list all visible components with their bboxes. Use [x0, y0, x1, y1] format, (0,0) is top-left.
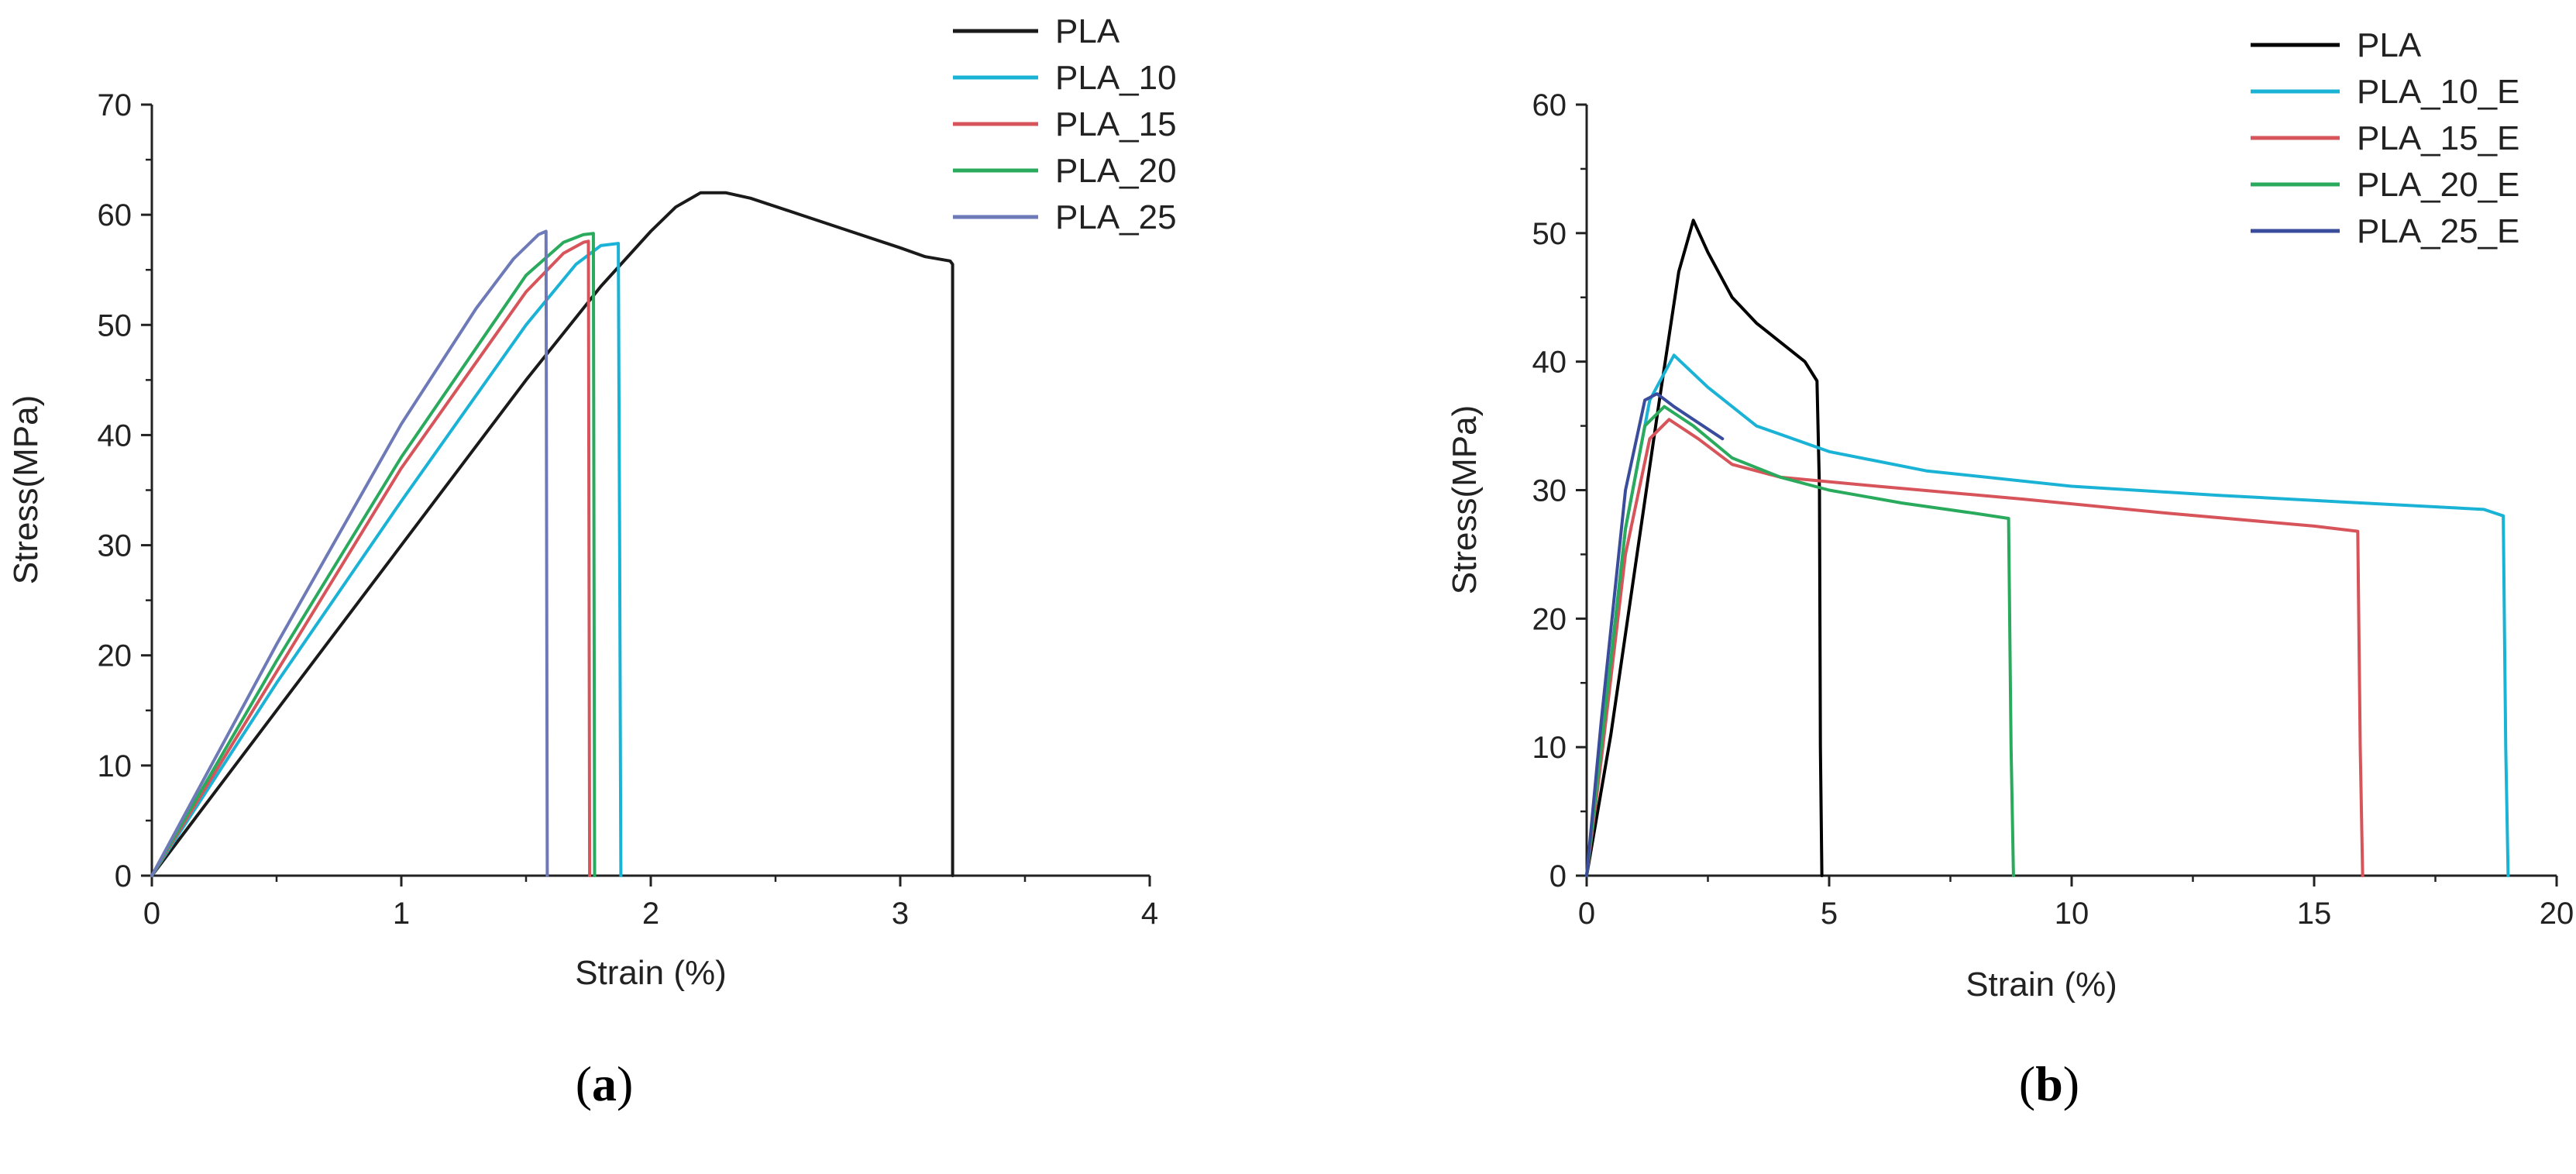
x-tick-label: 2 — [642, 897, 659, 931]
chart-b-axes: 0 10 20 30 40 50 60 0 5 10 15 20 — [1532, 88, 2574, 931]
chart-b-ylabel: Stress(MPa) — [1446, 405, 1484, 594]
chart-a-caption: (a) — [576, 1056, 634, 1111]
x-tick-label: 0 — [1578, 897, 1595, 931]
series-line-pla-25 — [150, 229, 549, 877]
series-line-pla — [150, 191, 954, 877]
y-tick-label: 70 — [98, 88, 132, 122]
x-tick-label: 15 — [2297, 897, 2332, 931]
legend-label: PLA — [1055, 12, 1120, 50]
chart-a-ylabel: Stress(MPa) — [7, 395, 45, 584]
chart-a: 0 10 20 30 40 50 60 70 0 1 2 3 4 PLA PLA_10 PLA_15 PLA_… — [7, 12, 1177, 1111]
legend-label: PLA_15_E — [2357, 119, 2519, 157]
series-line-pla — [1585, 219, 1824, 877]
x-tick-label: 5 — [1821, 897, 1838, 931]
y-tick-label: 50 — [98, 308, 132, 343]
x-tick-label: 1 — [393, 897, 410, 931]
legend-label: PLA — [2357, 26, 2422, 64]
y-tick-label: 10 — [98, 749, 132, 783]
y-tick-label: 30 — [1532, 474, 1567, 508]
legend-label: PLA_10 — [1055, 59, 1177, 97]
series-line-pla-25-e — [1585, 392, 1725, 877]
y-tick-label: 0 — [1549, 859, 1567, 893]
chart-a-series — [150, 191, 954, 877]
chart-b: 0 10 20 30 40 50 60 0 5 10 15 20 PLA PLA_10_E PLA_15_… — [1446, 26, 2574, 1111]
y-tick-label: 10 — [1532, 731, 1567, 765]
y-tick-label: 40 — [98, 418, 132, 453]
legend-label: PLA_20 — [1055, 152, 1177, 190]
y-tick-label: 30 — [98, 529, 132, 563]
legend-label: PLA_10_E — [2357, 73, 2519, 111]
legend-label: PLA_25 — [1055, 198, 1177, 236]
x-tick-label: 4 — [1141, 897, 1158, 931]
chart-b-caption: (b) — [2019, 1056, 2079, 1111]
legend-label: PLA_25_E — [2357, 212, 2519, 250]
x-tick-label: 3 — [892, 897, 909, 931]
series-line-pla-10-e — [1585, 353, 2510, 877]
series-line-pla-15 — [150, 239, 592, 877]
y-tick-label: 60 — [98, 198, 132, 232]
chart-a-legend: PLA PLA_10 PLA_15 PLA_20 PLA_25 — [953, 12, 1177, 236]
chart-b-series — [1585, 219, 2510, 877]
chart-a-xlabel: Strain (%) — [575, 954, 727, 992]
x-tick-label: 0 — [143, 897, 160, 931]
x-tick-label: 20 — [2540, 897, 2574, 931]
y-tick-label: 20 — [1532, 602, 1567, 636]
x-tick-label: 10 — [2055, 897, 2089, 931]
legend-label: PLA_15 — [1055, 105, 1177, 143]
series-line-pla-20 — [150, 232, 597, 877]
y-tick-label: 60 — [1532, 88, 1567, 122]
chart-a-axes: 0 10 20 30 40 50 60 70 0 1 2 3 4 — [98, 88, 1159, 931]
series-line-pla-10 — [150, 242, 623, 877]
series-line-pla-15-e — [1585, 418, 2364, 877]
chart-b-xlabel: Strain (%) — [1966, 966, 2117, 1004]
y-tick-label: 20 — [98, 639, 132, 673]
y-tick-label: 40 — [1532, 346, 1567, 380]
y-tick-label: 0 — [115, 859, 132, 893]
y-tick-label: 50 — [1532, 217, 1567, 251]
series-line-pla-20-e — [1585, 405, 2015, 877]
chart-b-legend: PLA PLA_10_E PLA_15_E PLA_20_E PLA_25_E — [2251, 26, 2519, 250]
legend-label: PLA_20_E — [2357, 166, 2519, 204]
